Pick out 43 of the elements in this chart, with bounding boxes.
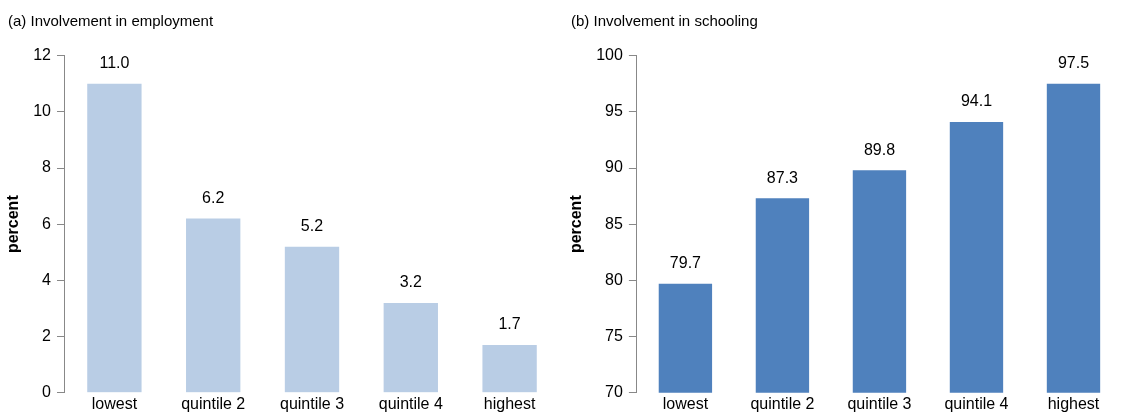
y-tick-label: 12 xyxy=(33,46,52,64)
data-label: 97.5 xyxy=(1057,54,1090,72)
data-label: 6.2 xyxy=(202,188,225,206)
x-tick-label: highest xyxy=(1047,394,1100,412)
x-tick-label: quintile 3 xyxy=(279,394,345,412)
x-tick-label: quintile 2 xyxy=(181,394,246,412)
data-label: 94.1 xyxy=(960,92,993,110)
data-label: 11.0 xyxy=(99,54,130,72)
data-label: 89.8 xyxy=(863,140,896,158)
bar xyxy=(186,218,241,393)
y-tick-label: 90 xyxy=(605,158,623,176)
y-axis-title: percent xyxy=(567,194,585,254)
y-tick-label: 85 xyxy=(605,214,623,232)
y-tick-label: 6 xyxy=(42,214,52,232)
y-tick-label: 75 xyxy=(605,327,623,345)
chart-title: (a) Involvement in employment xyxy=(8,12,214,29)
data-label: 1.7 xyxy=(498,315,521,333)
chart-title: (b) Involvement in schooling xyxy=(571,12,758,29)
bar xyxy=(383,302,438,393)
x-tick-label: lowest xyxy=(662,394,709,412)
y-tick-label: 2 xyxy=(42,327,52,345)
y-tick-label: 8 xyxy=(42,158,52,176)
y-tick-label: 70 xyxy=(605,383,623,401)
x-tick-label: quintile 3 xyxy=(847,394,912,412)
x-tick-label: quintile 4 xyxy=(944,394,1009,412)
bar xyxy=(284,246,340,393)
bar xyxy=(482,345,537,393)
y-tick-label: 10 xyxy=(33,102,52,120)
y-tick-label: 100 xyxy=(596,46,623,64)
y-tick-label: 4 xyxy=(42,270,52,288)
y-tick-label: 0 xyxy=(42,383,52,401)
x-tick-label: lowest xyxy=(91,394,138,412)
data-label: 3.2 xyxy=(399,273,423,291)
y-axis-title: percent xyxy=(4,194,22,254)
bar xyxy=(87,83,142,393)
data-label: 79.7 xyxy=(669,254,702,272)
data-label: 87.3 xyxy=(766,168,799,186)
y-tick-label: 80 xyxy=(605,270,623,288)
x-tick-label: quintile 2 xyxy=(750,394,815,412)
y-tick-label: 95 xyxy=(605,102,623,120)
x-tick-label: quintile 4 xyxy=(378,394,443,412)
x-tick-label: highest xyxy=(483,394,536,412)
data-label: 5.2 xyxy=(300,217,324,235)
